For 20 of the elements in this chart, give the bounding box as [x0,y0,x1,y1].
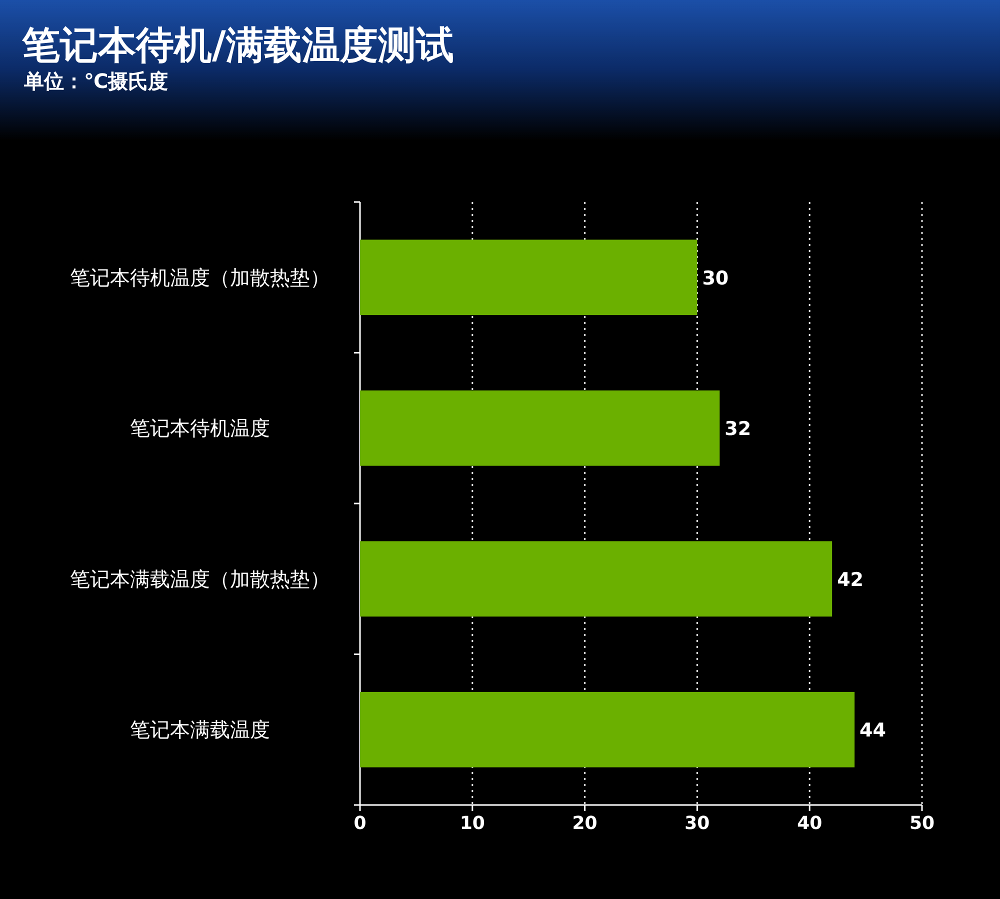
bar [360,390,720,466]
data-label: 42 [837,568,864,591]
y-tick-label: 笔记本待机温度 [130,416,270,440]
x-tick-label: 50 [909,813,935,834]
x-tick-label: 10 [460,813,485,834]
x-tick-label: 30 [684,813,710,834]
data-label: 44 [860,720,886,742]
data-label: 30 [702,267,729,290]
data-label: 32 [724,418,752,440]
y-tick-label: 笔记本满载温度 [130,718,270,742]
bar [360,240,698,316]
y-tick-label: 笔记本满载温度（加散热垫） [70,566,330,591]
chart-title: 笔记本待机/满载温度测试 [21,23,454,67]
text: 单位：℃摄氏度 [23,69,168,93]
x-tick-label: 40 [797,813,822,834]
bar [360,541,832,617]
y-tick-label: 笔记本待机温度（加散热垫） [70,265,330,290]
x-tick-label: 0 [354,813,366,834]
x-tick-label: 20 [572,813,598,834]
bar [360,692,855,768]
